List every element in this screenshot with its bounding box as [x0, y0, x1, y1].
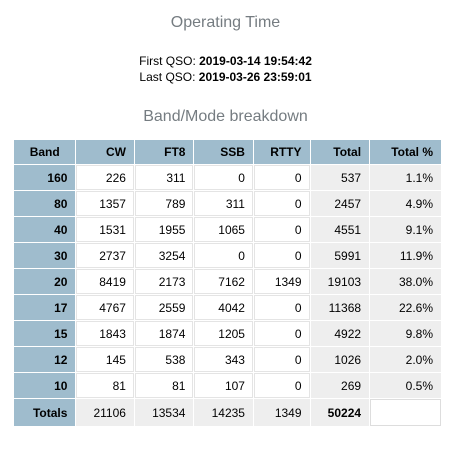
table-row: 15 1843 1874 1205 0 4922 9.8% — [14, 321, 441, 346]
column-header-total-pct: Total % — [370, 140, 441, 164]
ssb-grand-count: 14235 — [194, 399, 253, 426]
ft8-count: 789 — [134, 191, 194, 216]
band-cell: 30 — [14, 243, 76, 268]
band-total: 11368 — [310, 295, 370, 320]
table-row: 160 226 311 0 0 537 1.1% — [14, 165, 441, 190]
band-total-pct: 9.8% — [370, 321, 441, 346]
table-row: 30 2737 3254 0 0 5991 11.9% — [14, 243, 441, 268]
band-total: 2457 — [310, 191, 370, 216]
cw-grand-count: 21106 — [76, 399, 134, 426]
band-total: 4922 — [310, 321, 370, 346]
band-cell: 160 — [14, 165, 76, 190]
ft8-count: 311 — [134, 165, 194, 190]
band-total: 5991 — [310, 243, 370, 268]
table-row: 17 4767 2559 4042 0 11368 22.6% — [14, 295, 441, 320]
cw-count: 4767 — [76, 295, 134, 320]
band-total: 19103 — [310, 269, 370, 294]
rtty-count: 0 — [253, 373, 310, 398]
band-cell: 20 — [14, 269, 76, 294]
cw-count: 145 — [76, 347, 134, 372]
cw-count: 1843 — [76, 321, 134, 346]
band-total-pct: 38.0% — [370, 269, 441, 294]
ft8-count: 3254 — [134, 243, 194, 268]
ssb-count: 107 — [194, 373, 253, 398]
band-total: 269 — [310, 373, 370, 398]
ft8-count: 81 — [134, 373, 194, 398]
first-qso-label: First QSO: — [139, 54, 196, 68]
ssb-count: 311 — [194, 191, 253, 216]
grand-total: 50224 — [310, 399, 370, 426]
ssb-count: 7162 — [194, 269, 253, 294]
cw-count: 226 — [76, 165, 134, 190]
last-qso-value: 2019-03-26 23:59:01 — [198, 70, 312, 84]
band-total-pct: 22.6% — [370, 295, 441, 320]
band-cell: 40 — [14, 217, 76, 242]
column-header-total: Total — [310, 140, 370, 164]
ssb-count: 1065 — [194, 217, 253, 242]
band-total-pct: 2.0% — [370, 347, 441, 372]
cw-count: 8419 — [76, 269, 134, 294]
rtty-count: 0 — [253, 295, 310, 320]
band-total-pct: 4.9% — [370, 191, 441, 216]
ft8-count: 2173 — [134, 269, 194, 294]
band-total-pct: 0.5% — [370, 373, 441, 398]
rtty-count: 0 — [253, 321, 310, 346]
rtty-count: 1349 — [253, 269, 310, 294]
band-total-pct: 1.1% — [370, 165, 441, 190]
band-cell: 10 — [14, 373, 76, 398]
ssb-count: 0 — [194, 165, 253, 190]
table-row: 20 8419 2173 7162 1349 19103 38.0% — [14, 269, 441, 294]
cw-count: 1357 — [76, 191, 134, 216]
column-header-rtty: RTTY — [253, 140, 310, 164]
column-header-band: Band — [14, 140, 76, 164]
column-header-cw: CW — [76, 140, 134, 164]
last-qso-label: Last QSO: — [139, 70, 196, 84]
ft8-count: 2559 — [134, 295, 194, 320]
ssb-count: 1205 — [194, 321, 253, 346]
rtty-grand-count: 1349 — [253, 399, 310, 426]
totals-label: Totals — [14, 399, 76, 426]
rtty-count: 0 — [253, 217, 310, 242]
ft8-count: 1874 — [134, 321, 194, 346]
table-row: 10 81 81 107 0 269 0.5% — [14, 373, 441, 398]
table-header-row: Band CW FT8 SSB RTTY Total Total % — [14, 140, 441, 164]
band-mode-breakdown-title: Band/Mode breakdown — [143, 108, 308, 125]
band-total: 1026 — [310, 347, 370, 372]
rtty-count: 0 — [253, 165, 310, 190]
ssb-count: 4042 — [194, 295, 253, 320]
band-cell: 15 — [14, 321, 76, 346]
band-mode-table: Band CW FT8 SSB RTTY Total Total % 160 2… — [13, 139, 442, 427]
column-header-ssb: SSB — [194, 140, 253, 164]
cw-count: 1531 — [76, 217, 134, 242]
band-total-pct: 11.9% — [370, 243, 441, 268]
band-cell: 80 — [14, 191, 76, 216]
table-row: 12 145 538 343 0 1026 2.0% — [14, 347, 441, 372]
cw-count: 81 — [76, 373, 134, 398]
band-cell: 12 — [14, 347, 76, 372]
ft8-count: 1955 — [134, 217, 194, 242]
first-qso-line: First QSO: 2019-03-14 19:54:42 — [0, 54, 451, 68]
last-qso-line: Last QSO: 2019-03-26 23:59:01 — [0, 70, 451, 84]
table-row: 40 1531 1955 1065 0 4551 9.1% — [14, 217, 441, 242]
ssb-count: 0 — [194, 243, 253, 268]
table-row: 80 1357 789 311 0 2457 4.9% — [14, 191, 441, 216]
ft8-grand-count: 13534 — [134, 399, 194, 426]
band-total: 537 — [310, 165, 370, 190]
grand-total-pct — [370, 399, 441, 426]
first-qso-value: 2019-03-14 19:54:42 — [199, 54, 312, 68]
rtty-count: 0 — [253, 243, 310, 268]
rtty-count: 0 — [253, 191, 310, 216]
totals-row: Totals 21106 13534 14235 1349 50224 — [14, 399, 441, 426]
rtty-count: 0 — [253, 347, 310, 372]
column-header-ft8: FT8 — [134, 140, 194, 164]
band-total: 4551 — [310, 217, 370, 242]
cw-count: 2737 — [76, 243, 134, 268]
operating-time-title: Operating Time — [170, 14, 281, 31]
ft8-count: 538 — [134, 347, 194, 372]
band-cell: 17 — [14, 295, 76, 320]
band-total-pct: 9.1% — [370, 217, 441, 242]
ssb-count: 343 — [194, 347, 253, 372]
